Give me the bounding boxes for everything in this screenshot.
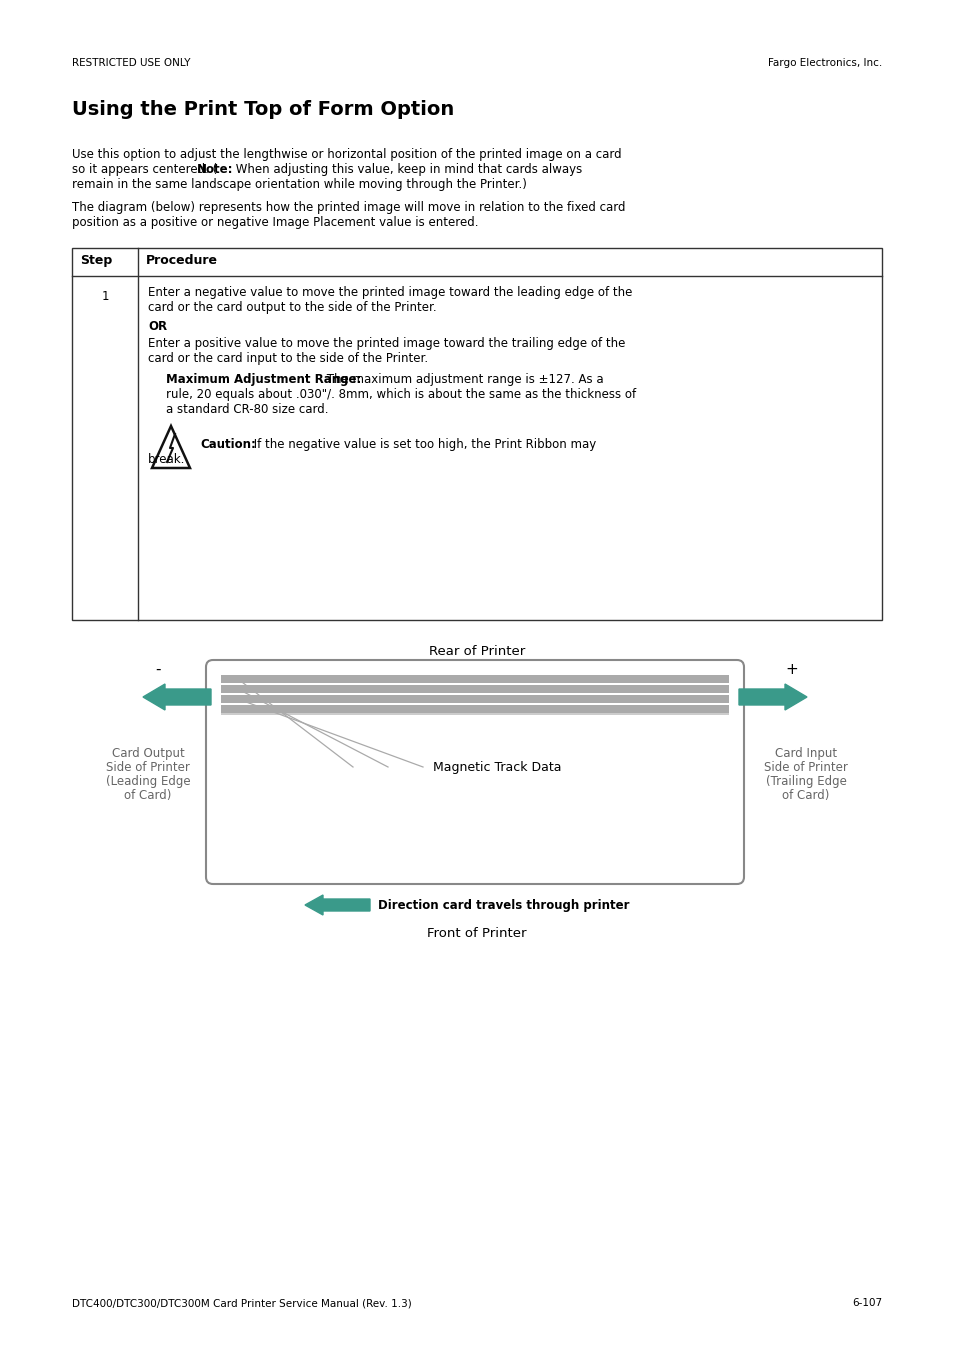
Text: Use this option to adjust the lengthwise or horizontal position of the printed i: Use this option to adjust the lengthwise… [71,149,621,161]
Text: remain in the same landscape orientation while moving through the Printer.): remain in the same landscape orientation… [71,178,526,190]
Text: Using the Print Top of Form Option: Using the Print Top of Form Option [71,100,454,119]
Text: The maximum adjustment range is ±127. As a: The maximum adjustment range is ±127. As… [323,373,603,386]
Text: position as a positive or negative Image Placement value is entered.: position as a positive or negative Image… [71,216,478,230]
Bar [221,694,728,703]
Text: Direction card travels through printer: Direction card travels through printer [377,898,629,912]
Text: Side of Printer: Side of Printer [106,761,190,774]
Text: Step: Step [80,254,112,267]
Text: Note:: Note: [196,163,233,176]
Text: 1: 1 [101,290,109,303]
Text: card or the card input to the side of the Printer.: card or the card input to the side of th… [148,353,428,365]
Text: so it appears centered. (: so it appears centered. ( [71,163,217,176]
Text: Procedure: Procedure [146,254,218,267]
Bar [221,685,728,693]
FancyBboxPatch shape [206,661,743,884]
Text: DTC400/DTC300/DTC300M Card Printer Service Manual (Rev. 1.3): DTC400/DTC300/DTC300M Card Printer Servi… [71,1298,412,1308]
Text: Card Output: Card Output [112,747,184,761]
Text: Magnetic Track Data: Magnetic Track Data [433,761,560,774]
Text: -: - [155,662,161,677]
Bar [221,705,728,713]
Bar [221,676,728,684]
FancyArrow shape [305,894,370,915]
Text: Rear of Printer: Rear of Printer [429,644,524,658]
Text: rule, 20 equals about .030"/. 8mm, which is about the same as the thickness of: rule, 20 equals about .030"/. 8mm, which… [166,388,636,401]
Text: 6-107: 6-107 [851,1298,882,1308]
Text: The diagram (below) represents how the printed image will move in relation to th: The diagram (below) represents how the p… [71,201,625,213]
FancyArrow shape [739,684,806,711]
Text: Card Input: Card Input [774,747,836,761]
Text: card or the card output to the side of the Printer.: card or the card output to the side of t… [148,301,436,313]
Text: (Trailing Edge: (Trailing Edge [764,775,845,788]
Text: Side of Printer: Side of Printer [763,761,847,774]
Text: a standard CR-80 size card.: a standard CR-80 size card. [166,403,328,416]
Text: Front of Printer: Front of Printer [427,927,526,940]
Text: OR: OR [148,320,167,332]
Text: of Card): of Card) [124,789,172,802]
Text: Enter a negative value to move the printed image toward the leading edge of the: Enter a negative value to move the print… [148,286,632,299]
Text: Maximum Adjustment Range:: Maximum Adjustment Range: [166,373,361,386]
Bar [221,713,728,715]
Text: of Card): of Card) [781,789,829,802]
Text: (Leading Edge: (Leading Edge [106,775,190,788]
FancyArrow shape [143,684,211,711]
Text: Caution:: Caution: [200,438,255,451]
Text: break.: break. [148,453,185,466]
Bar [71,249,882,620]
Text: If the negative value is set too high, the Print Ribbon may: If the negative value is set too high, t… [250,438,596,451]
Text: Fargo Electronics, Inc.: Fargo Electronics, Inc. [767,58,882,68]
Text: When adjusting this value, keep in mind that cards always: When adjusting this value, keep in mind … [232,163,581,176]
Text: Enter a positive value to move the printed image toward the trailing edge of the: Enter a positive value to move the print… [148,336,625,350]
Text: RESTRICTED USE ONLY: RESTRICTED USE ONLY [71,58,191,68]
Text: +: + [785,662,798,677]
